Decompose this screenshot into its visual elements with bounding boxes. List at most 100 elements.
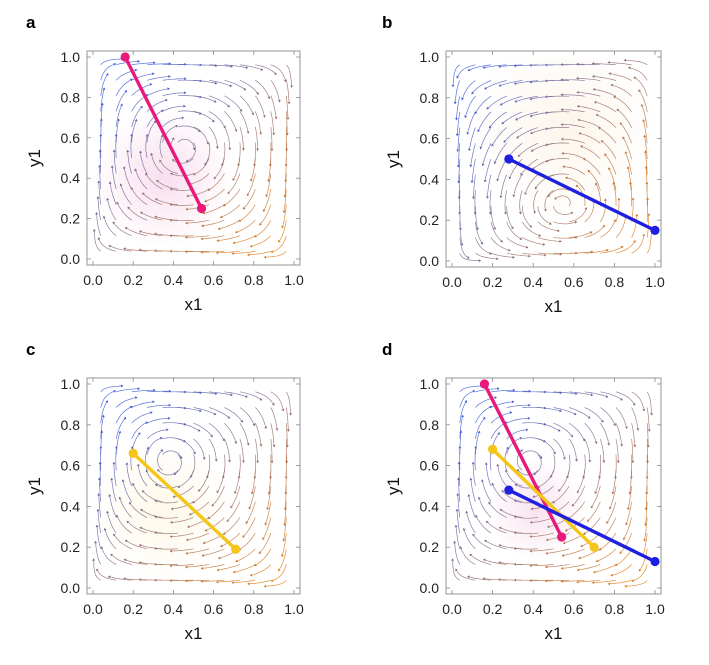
- stream-arrow: [564, 528, 568, 532]
- stream-arrow: [503, 140, 507, 143]
- stream-arrow: [560, 123, 564, 126]
- streamline: [219, 219, 241, 229]
- streamline: [270, 80, 280, 101]
- streamline: [519, 190, 523, 213]
- stream-arrow: [270, 250, 274, 253]
- y-axis-label: y1: [384, 150, 403, 168]
- stream-arrow: [186, 194, 189, 198]
- streamline: [513, 174, 523, 195]
- stream-arrow: [628, 492, 632, 495]
- stream-arrow: [192, 172, 196, 176]
- streamline: [475, 432, 480, 455]
- stream-arrow: [283, 523, 287, 527]
- stream-arrow: [633, 240, 636, 243]
- stream-arrow: [286, 429, 290, 432]
- stream-arrow: [254, 563, 257, 566]
- stream-arrow: [501, 490, 505, 493]
- streamline: [203, 548, 225, 556]
- streamline: [244, 188, 256, 208]
- stream-arrow: [518, 211, 522, 215]
- streamline: [455, 527, 461, 549]
- stream-arrow: [137, 463, 140, 467]
- streamline: [580, 133, 601, 144]
- streamline: [100, 105, 103, 127]
- stream-arrow: [121, 384, 124, 388]
- streamline: [462, 80, 476, 99]
- stream-arrow: [154, 232, 157, 236]
- streamline: [234, 564, 256, 573]
- stream-arrow: [464, 400, 467, 403]
- streamline: [516, 80, 538, 84]
- stream-arrow: [627, 507, 630, 511]
- streamline: [239, 407, 255, 425]
- stream-arrow: [213, 176, 217, 180]
- x-tick-label: 0.6: [564, 274, 584, 290]
- stream-arrow: [251, 112, 254, 116]
- streamline: [203, 564, 225, 569]
- stream-arrow: [231, 252, 234, 255]
- streamline: [596, 102, 617, 113]
- x-tick-label: 0.8: [244, 272, 264, 288]
- stream-arrow: [493, 227, 496, 230]
- stream-arrow: [525, 428, 529, 432]
- stream-arrow: [262, 209, 266, 212]
- stream-arrow: [284, 476, 288, 479]
- streamline: [177, 422, 199, 431]
- streamline: [563, 124, 585, 128]
- streamline: [114, 535, 132, 550]
- stream-arrow: [150, 411, 153, 415]
- stream-arrow: [289, 413, 292, 416]
- stream-arrow: [560, 137, 564, 141]
- stream-arrow: [284, 492, 288, 495]
- panel-letter: b: [382, 13, 392, 32]
- stream-arrow: [488, 212, 492, 215]
- y-tick-label: 1.0: [61, 376, 81, 392]
- streamline: [478, 111, 492, 131]
- streamline: [100, 391, 115, 408]
- stream-arrow: [590, 505, 594, 509]
- stream-arrow: [513, 578, 516, 582]
- y-tick-label: 0.0: [61, 580, 81, 596]
- streamline: [111, 167, 117, 190]
- stream-arrow: [480, 241, 483, 245]
- streamline: [93, 231, 101, 252]
- x-tick-label: 0.6: [564, 601, 584, 617]
- streamline: [157, 181, 179, 190]
- streamline: [238, 454, 241, 477]
- stream-arrow: [562, 541, 566, 545]
- streamline: [255, 391, 274, 404]
- stream-arrow: [264, 522, 268, 526]
- streamline: [615, 391, 635, 404]
- stream-arrow: [479, 146, 483, 150]
- streamline: [613, 184, 617, 207]
- streamline: [177, 110, 200, 114]
- x-tick-label: 0.0: [83, 601, 103, 617]
- stream-arrow: [154, 547, 157, 550]
- streamline: [550, 454, 556, 476]
- streamline: [585, 517, 601, 534]
- stream-arrow: [96, 568, 99, 572]
- stream-arrow: [561, 151, 564, 155]
- streamline: [633, 564, 648, 581]
- stream-arrow: [588, 460, 592, 463]
- streamline: [100, 402, 107, 424]
- streamline: [584, 407, 603, 421]
- trajectory-point: [231, 544, 241, 554]
- stream-arrow: [124, 227, 128, 230]
- streamline: [645, 168, 648, 191]
- stream-arrow: [153, 120, 157, 124]
- stream-arrow: [456, 149, 460, 152]
- streamline: [157, 450, 163, 471]
- x-tick-label: 0.4: [164, 272, 184, 288]
- streamline: [224, 407, 242, 421]
- streamline: [584, 422, 597, 442]
- stream-arrow: [513, 562, 516, 566]
- stream-arrow: [512, 194, 516, 198]
- streamline: [452, 560, 460, 581]
- stream-arrow: [622, 136, 625, 140]
- streamline: [537, 422, 559, 431]
- stream-arrow: [633, 444, 637, 448]
- streamline: [208, 111, 225, 127]
- streamline: [97, 570, 117, 581]
- stream-arrow: [110, 477, 114, 481]
